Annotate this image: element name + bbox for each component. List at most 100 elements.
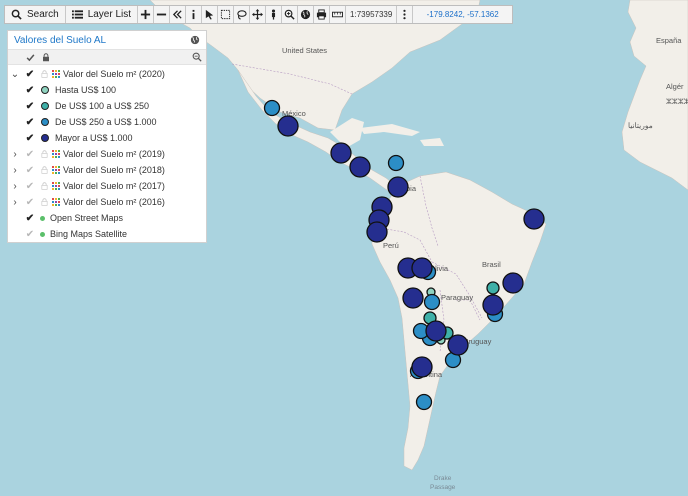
layer-row-2016[interactable]: › ✔ Valor del Suelo m² (2016) bbox=[8, 194, 206, 210]
layer-row-2017[interactable]: › ✔ Valor del Suelo m² (2017) bbox=[8, 178, 206, 194]
basemap-row-osm[interactable]: ✔ Open Street Maps bbox=[8, 210, 206, 226]
label-drake-line2: Passage bbox=[430, 484, 456, 491]
label-espana: España bbox=[656, 36, 682, 45]
lock-icon[interactable] bbox=[38, 166, 51, 174]
visibility-checkbox[interactable]: ✔ bbox=[25, 100, 35, 112]
yucatan-landmass bbox=[330, 118, 364, 148]
coordinate-readout: -179.8242, -57.1362 bbox=[426, 10, 499, 19]
legend-symbol bbox=[41, 134, 49, 142]
map-marker[interactable] bbox=[349, 156, 371, 178]
label-peru: Perú bbox=[383, 241, 399, 250]
vertical-dots-icon bbox=[403, 9, 406, 20]
map-marker[interactable] bbox=[366, 221, 388, 243]
lock-icon[interactable] bbox=[38, 198, 51, 206]
visibility-checkbox[interactable]: ✔ bbox=[25, 164, 35, 176]
marker-layer bbox=[263, 99, 545, 411]
legend-item-tier1: ✔ Hasta US$ 100 bbox=[8, 82, 206, 98]
map-marker[interactable] bbox=[330, 142, 352, 164]
pan-button[interactable] bbox=[250, 6, 267, 23]
previous-extent-button[interactable] bbox=[170, 6, 187, 23]
layer-type-icon bbox=[52, 166, 60, 174]
map-marker[interactable] bbox=[387, 154, 405, 172]
map-marker[interactable] bbox=[447, 334, 469, 356]
checkmark-icon[interactable] bbox=[26, 53, 35, 62]
visibility-checkbox[interactable]: ✔ bbox=[25, 68, 35, 80]
identify-button[interactable] bbox=[186, 6, 203, 23]
double-chevron-left-icon bbox=[172, 10, 182, 19]
map-marker[interactable] bbox=[423, 293, 441, 311]
map-marker[interactable] bbox=[486, 281, 500, 295]
pegman-icon bbox=[271, 9, 276, 20]
visibility-checkbox[interactable]: ✔ bbox=[25, 196, 35, 208]
map-marker[interactable] bbox=[425, 320, 447, 342]
layer-row-2019[interactable]: › ✔ Valor del Suelo m² (2019) bbox=[8, 146, 206, 162]
map-marker[interactable] bbox=[387, 176, 409, 198]
measure-button[interactable] bbox=[330, 6, 347, 23]
layer-tree: ⌄ ✔ Valor del Suelo m² (2020) ✔ Hasta US… bbox=[8, 65, 206, 242]
visibility-checkbox[interactable]: ✔ bbox=[25, 84, 35, 96]
globe-icon bbox=[300, 9, 311, 20]
globe-icon[interactable] bbox=[190, 35, 200, 45]
map-marker[interactable] bbox=[411, 356, 433, 378]
lock-icon[interactable] bbox=[42, 52, 50, 62]
visibility-checkbox[interactable]: ✔ bbox=[25, 148, 35, 160]
legend-label: De US$ 100 a US$ 250 bbox=[55, 101, 150, 111]
label-morocco: موريتانيا bbox=[628, 121, 653, 130]
panel-title: Valores del Suelo AL bbox=[14, 34, 107, 46]
box-select-button[interactable] bbox=[218, 6, 235, 23]
more-options-button[interactable] bbox=[397, 6, 414, 23]
layer-row-2018[interactable]: › ✔ Valor del Suelo m² (2018) bbox=[8, 162, 206, 178]
print-button[interactable] bbox=[314, 6, 331, 23]
chevron-right-icon[interactable]: › bbox=[13, 180, 17, 192]
zoom-to-layer-icon[interactable] bbox=[192, 52, 202, 62]
list-icon bbox=[71, 10, 83, 19]
layer-type-icon bbox=[52, 198, 60, 206]
map-marker[interactable] bbox=[263, 99, 281, 117]
zoom-in-button[interactable] bbox=[138, 6, 155, 23]
map-marker[interactable] bbox=[402, 287, 424, 309]
ruler-icon bbox=[332, 11, 344, 18]
chevron-right-icon[interactable]: › bbox=[13, 164, 17, 176]
legend-symbol bbox=[41, 86, 49, 94]
map-marker[interactable] bbox=[415, 393, 433, 411]
layer-list-button[interactable]: Layer List bbox=[66, 6, 139, 23]
map-marker[interactable] bbox=[277, 115, 299, 137]
country-boundaries bbox=[231, 63, 483, 353]
layer-row-2020[interactable]: ⌄ ✔ Valor del Suelo m² (2020) bbox=[8, 66, 206, 82]
lock-icon[interactable] bbox=[38, 150, 51, 158]
select-pointer-button[interactable] bbox=[202, 6, 219, 23]
map-marker[interactable] bbox=[411, 257, 433, 279]
lock-icon[interactable] bbox=[38, 182, 51, 190]
layer-type-icon bbox=[52, 150, 60, 158]
full-extent-button[interactable] bbox=[298, 6, 315, 23]
legend-symbol bbox=[41, 102, 49, 110]
visibility-checkbox[interactable]: ✔ bbox=[25, 132, 35, 144]
hispaniola-landmass bbox=[420, 138, 444, 146]
legend-label: Mayor a US$ 1.000 bbox=[55, 133, 133, 143]
zoom-out-button[interactable] bbox=[154, 6, 171, 23]
europe-africa-landmass bbox=[621, 0, 688, 191]
map-marker[interactable] bbox=[523, 208, 545, 230]
visibility-checkbox[interactable]: ✔ bbox=[25, 212, 35, 224]
layer-type-icon bbox=[52, 70, 60, 78]
basemap-row-bing[interactable]: ✔ Bing Maps Satellite bbox=[8, 226, 206, 242]
toolbar: Search Layer List 1:73957339 bbox=[4, 5, 513, 24]
visibility-checkbox[interactable]: ✔ bbox=[25, 180, 35, 192]
lasso-icon bbox=[237, 10, 247, 20]
map-marker[interactable] bbox=[502, 272, 524, 294]
map-marker[interactable] bbox=[482, 294, 504, 316]
scale-readout: 1:73957339 bbox=[346, 6, 398, 23]
legend-item-tier3: ✔ De US$ 250 a US$ 1.000 bbox=[8, 114, 206, 130]
zoom-box-button[interactable] bbox=[282, 6, 299, 23]
visibility-checkbox[interactable]: ✔ bbox=[25, 116, 35, 128]
chevron-right-icon[interactable]: › bbox=[13, 148, 17, 160]
lasso-select-button[interactable] bbox=[234, 6, 251, 23]
search-button[interactable]: Search bbox=[5, 6, 66, 23]
chevron-right-icon[interactable]: › bbox=[13, 196, 17, 208]
street-view-button[interactable] bbox=[266, 6, 283, 23]
chevron-down-icon[interactable]: ⌄ bbox=[10, 68, 20, 80]
layer-list-label: Layer List bbox=[87, 9, 132, 20]
visibility-checkbox[interactable]: ✔ bbox=[25, 228, 35, 240]
lock-icon[interactable] bbox=[38, 70, 51, 78]
